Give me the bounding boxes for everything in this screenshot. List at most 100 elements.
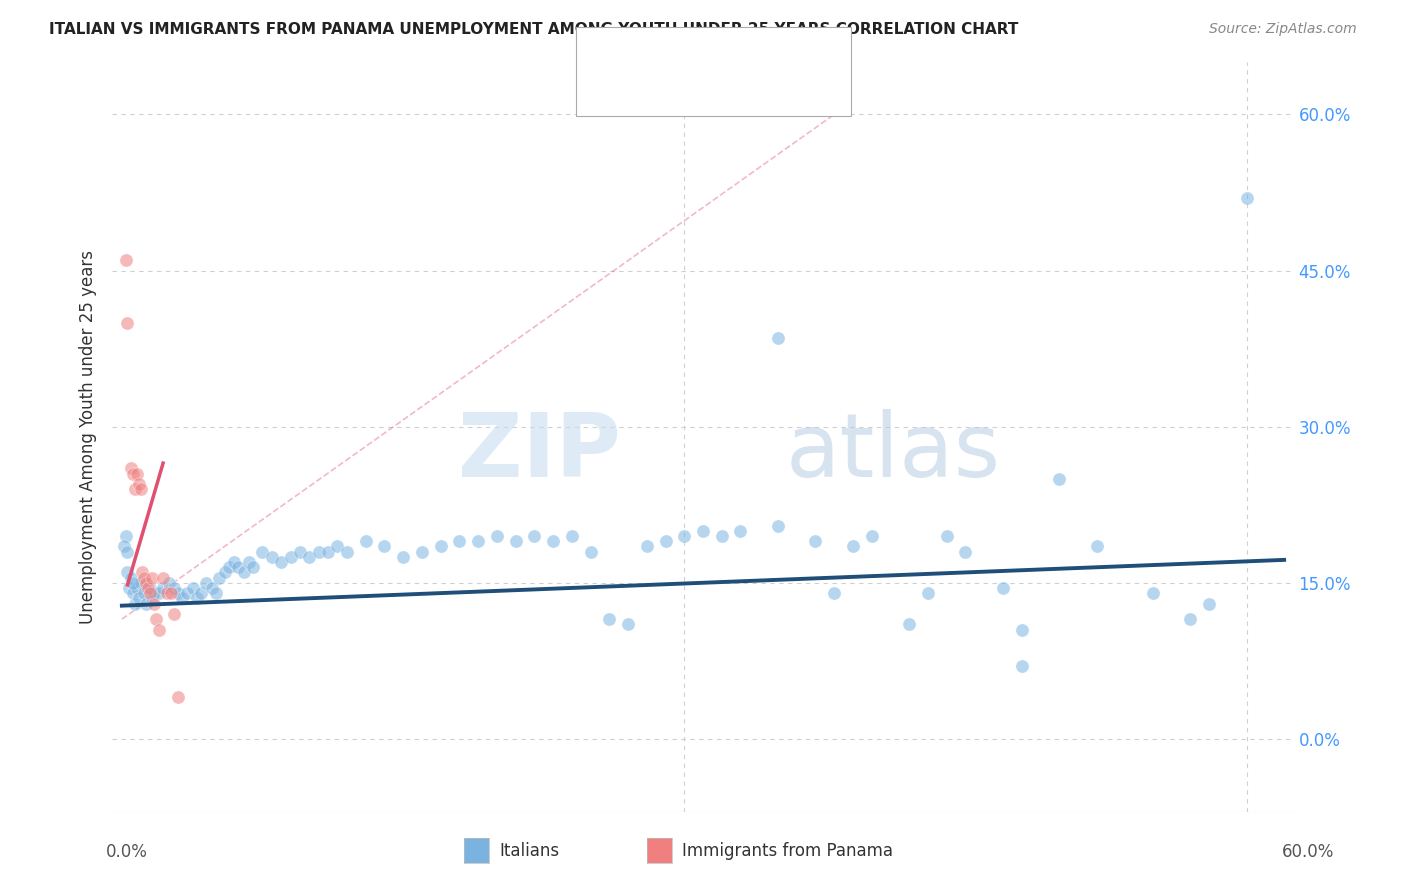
Point [242,560,264,574]
Point [201,581,224,595]
Point [935,529,957,543]
Point [139,581,162,595]
Y-axis label: Unemployment Among Youth under 25 years: Unemployment Among Youth under 25 years [79,250,97,624]
Point [298,549,321,564]
Point [157,575,180,590]
Point [128,591,150,606]
Point [152,581,174,595]
Point [122,586,145,600]
Point [131,566,153,580]
Text: R = 0.227   N = 22: R = 0.227 N = 22 [628,79,813,97]
Point [288,544,311,558]
Point [1142,586,1164,600]
Point [145,612,167,626]
Point [766,518,789,533]
Text: 0.0%: 0.0% [105,843,148,861]
Point [159,586,181,600]
Point [336,544,359,558]
Point [214,566,236,580]
Point [260,549,283,564]
Point [117,316,139,330]
Point [579,544,602,558]
Point [392,549,415,564]
Point [117,566,139,580]
Point [804,534,827,549]
Point [124,597,146,611]
Point [1085,539,1108,553]
Point [139,586,162,600]
Point [354,534,377,549]
Point [917,586,939,600]
Point [373,539,395,553]
Point [523,529,546,543]
Point [280,549,302,564]
Point [181,581,204,595]
Point [766,331,789,345]
Point [190,586,212,600]
Point [167,586,190,600]
Point [156,586,179,600]
Point [654,534,676,549]
Point [117,544,139,558]
Point [195,575,218,590]
Point [204,586,226,600]
Point [232,566,254,580]
Point [270,555,292,569]
Point [118,581,141,595]
Point [124,482,146,496]
Point [134,571,156,585]
Point [1011,659,1033,673]
Point [692,524,714,538]
Point [125,467,148,481]
Point [176,586,198,600]
Point [224,555,246,569]
Point [218,560,240,574]
Point [449,534,471,549]
Point [308,544,330,558]
Text: R = 0.193   N = 87: R = 0.193 N = 87 [628,45,813,63]
Point [617,617,640,632]
Text: Source: ZipAtlas.com: Source: ZipAtlas.com [1209,22,1357,37]
Point [226,560,249,574]
Point [1198,597,1220,611]
Point [142,597,165,611]
Point [129,482,152,496]
Point [710,529,733,543]
Point [316,544,339,558]
Point [505,534,527,549]
Point [120,571,142,585]
Point [1047,472,1070,486]
Point [114,529,136,543]
Point [842,539,865,553]
Text: atlas: atlas [786,409,1001,496]
Point [136,581,159,595]
Point [991,581,1014,595]
Point [598,612,620,626]
Point [186,591,208,606]
Point [125,581,148,595]
Text: 60.0%: 60.0% [1281,843,1334,861]
Point [898,617,921,632]
Point [152,571,174,585]
Point [730,524,752,538]
Point [148,623,170,637]
Point [122,467,145,481]
Point [1236,191,1258,205]
Point [541,534,564,549]
Point [561,529,583,543]
Point [129,575,152,590]
Point [170,591,193,606]
Point [860,529,883,543]
Point [163,607,186,621]
Point [636,539,658,553]
Point [120,461,142,475]
Point [148,586,170,600]
Point [122,575,145,590]
Point [128,476,150,491]
Point [485,529,508,543]
Point [1180,612,1202,626]
Point [955,544,977,558]
Point [135,575,157,590]
Point [163,581,186,595]
Point [326,539,349,553]
